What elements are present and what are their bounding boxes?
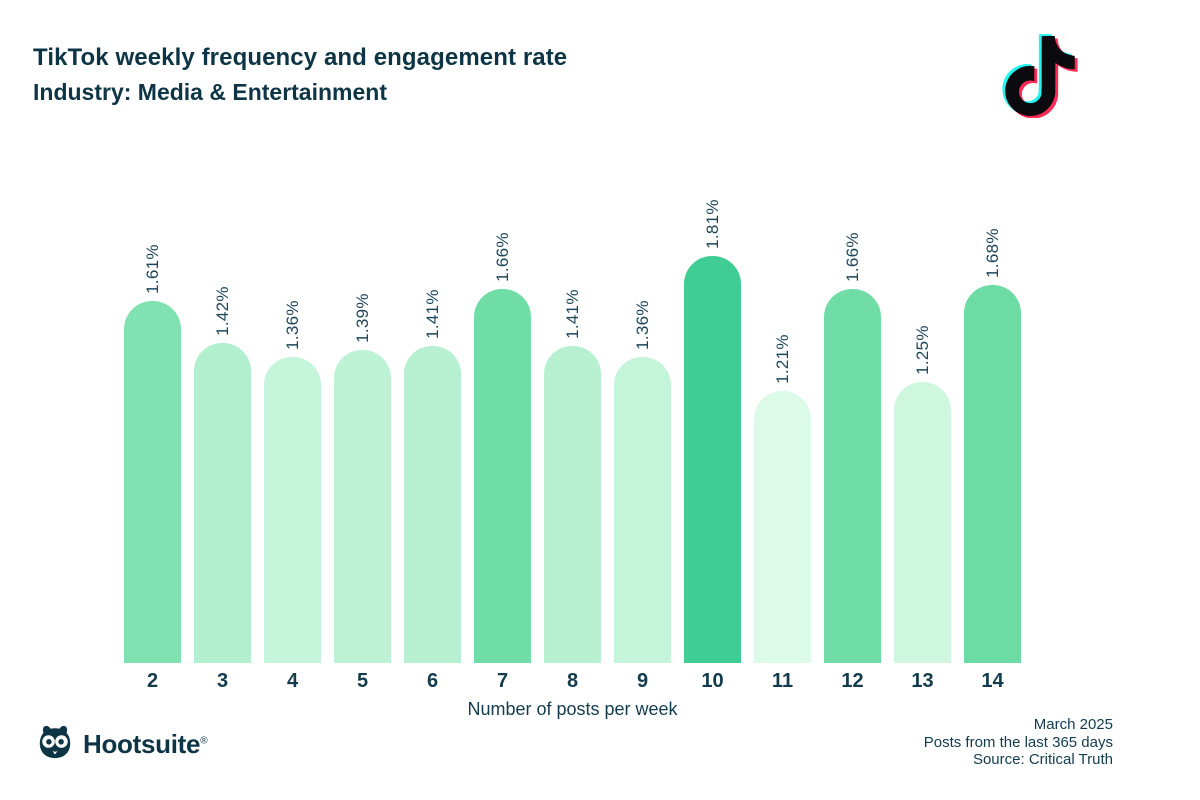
bar (684, 256, 741, 663)
bar (124, 301, 181, 663)
x-tick-label: 9 (636, 670, 649, 692)
registered-mark: ® (200, 735, 208, 747)
bar-value-label: 1.42% (212, 286, 232, 336)
x-tick-label: 11 (771, 670, 794, 692)
bar-chart: 1.61% 1.42% 1.36% 1.39% 1.41% 1.66% 1.41% 1.36%… (124, 168, 1021, 663)
page-title: TikTok weekly frequency and engagement r… (33, 44, 568, 71)
x-tick-row: 2 3 4 5 6 7 8 9 10 11 12 13 14 (124, 670, 1021, 696)
bar-value-label: 1.41% (562, 289, 582, 339)
x-tick-label: 2 (146, 670, 159, 692)
bar-value-label: 1.66% (842, 232, 862, 282)
bar (194, 343, 251, 663)
bar (474, 289, 531, 663)
bar (964, 285, 1021, 663)
bar (614, 357, 671, 663)
x-tick-label: 4 (286, 670, 299, 692)
x-tick-label: 6 (426, 670, 439, 692)
x-tick-label: 14 (981, 670, 1004, 692)
bar-value-label: 1.68% (982, 228, 1002, 278)
bar (894, 382, 951, 663)
bar-value-label: 1.61% (142, 244, 162, 294)
bar-value-label: 1.36% (632, 300, 652, 350)
bar-value-label: 1.81% (702, 199, 722, 249)
x-tick-label: 12 (841, 670, 864, 692)
x-tick-label: 13 (911, 670, 934, 692)
bar-value-label: 1.21% (772, 334, 792, 384)
bar-value-label: 1.25% (912, 325, 932, 375)
x-tick-label: 3 (216, 670, 229, 692)
source-range: Posts from the last 365 days (923, 733, 1113, 751)
bar (264, 357, 321, 663)
x-tick-label: 10 (701, 670, 724, 692)
source-info: March 2025 Posts from the last 365 days … (924, 716, 1113, 769)
page-subtitle: Industry: Media & Entertainment (33, 79, 387, 105)
tiktok-icon (1000, 34, 1080, 119)
hootsuite-logo: Hootsuite® (36, 723, 208, 766)
bar (544, 346, 601, 663)
bar (404, 346, 461, 663)
bar-value-label: 1.39% (352, 293, 372, 343)
source-credit: Source: Critical Truth (972, 751, 1113, 768)
bar (754, 391, 811, 663)
bar-value-label: 1.36% (282, 300, 302, 350)
source-date: March 2025 (1033, 716, 1113, 733)
x-axis-label: Number of posts per week (467, 699, 678, 719)
x-tick-label: 8 (566, 670, 579, 692)
bar (334, 350, 391, 663)
hootsuite-owl-icon (36, 723, 74, 766)
bar (824, 289, 881, 663)
hootsuite-wordmark: Hootsuite® (83, 729, 208, 759)
bar-value-label: 1.41% (422, 289, 442, 339)
x-tick-label: 5 (356, 670, 369, 692)
x-tick-label: 7 (496, 670, 509, 692)
bar-value-label: 1.66% (492, 232, 512, 282)
